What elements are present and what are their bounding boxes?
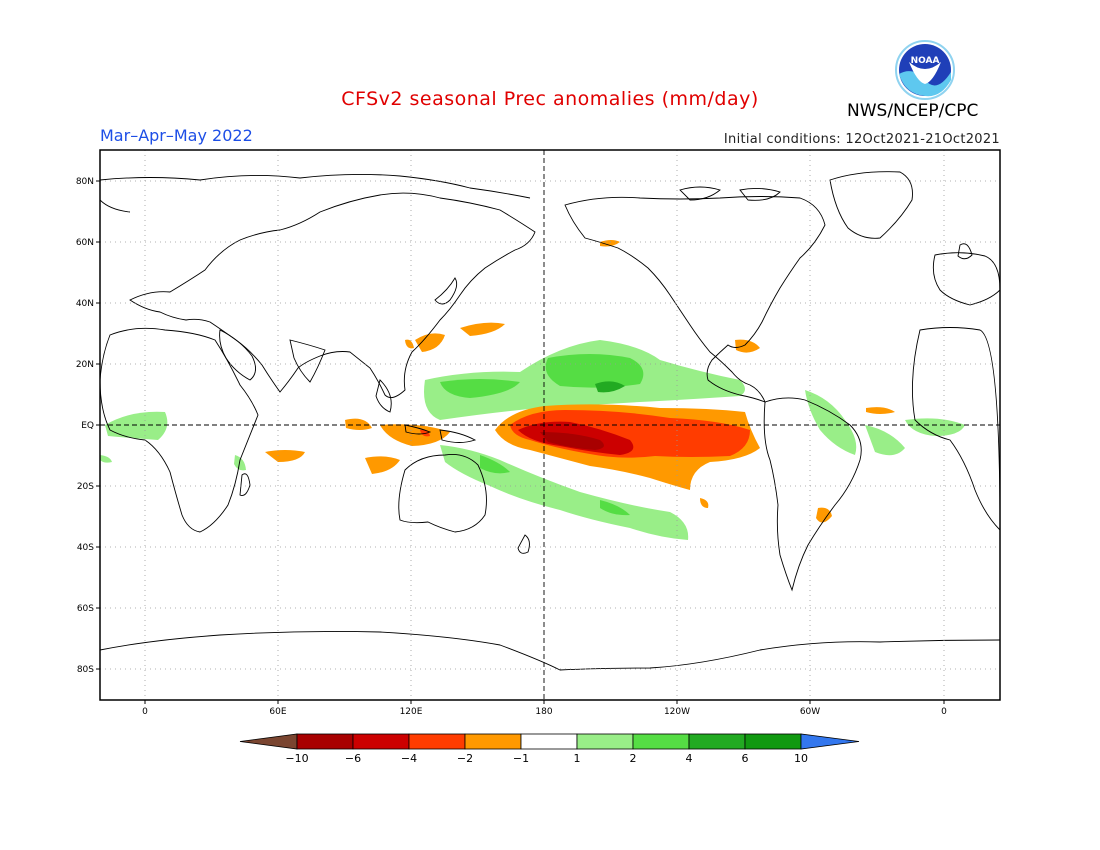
antarctica-outline: [100, 630, 1000, 671]
colorbar-arrow-low: [239, 733, 298, 750]
lat-label: 40N: [76, 299, 94, 309]
eurasia-outline: [129, 192, 536, 399]
colorbar-segment: [688, 733, 746, 750]
lat-labels: 80N 60N 40N 20N EQ 20S 40S 60S 80S: [76, 177, 94, 675]
lat-label: 40S: [77, 543, 94, 553]
colorbar-segment: [408, 733, 466, 750]
season-label: Mar–Apr–May 2022: [100, 126, 253, 145]
lat-label: EQ: [81, 421, 94, 431]
australia-outline: [398, 454, 487, 533]
agency-label: NWS/NCEP/CPC: [847, 101, 979, 121]
colorbar-segment: [744, 733, 802, 750]
lon-label: 0: [941, 707, 947, 717]
lon-label: 120E: [400, 707, 423, 717]
lon-label: 60E: [269, 707, 286, 717]
lat-label: 80S: [77, 665, 94, 675]
logo-text: NOAA: [911, 56, 940, 66]
colorbar: −10 −6 −4 −2 −1 1 2 4 6 10: [239, 733, 860, 765]
colorbar-label: −6: [345, 752, 361, 765]
coastlines: [100, 171, 1000, 671]
colorbar-segment: [576, 733, 634, 750]
north-america-outline: [564, 196, 826, 403]
noaa-logo: NOAA: [895, 40, 955, 100]
colorbar-label: 1: [574, 752, 581, 765]
anomaly-shading: [100, 240, 965, 540]
colorbar-segment: [296, 733, 354, 750]
colorbar-label: −2: [457, 752, 473, 765]
reference-lines: [100, 150, 1000, 700]
lon-label: 60W: [800, 707, 820, 717]
lon-label: 120W: [664, 707, 690, 717]
lat-label: 80N: [76, 177, 94, 187]
lat-label: 60N: [76, 238, 94, 248]
colorbar-arrow-high: [800, 733, 860, 750]
colorbar-segment: [520, 733, 578, 750]
colorbar-label: −4: [401, 752, 417, 765]
axis-ticks: [96, 180, 945, 704]
lon-label: 0: [142, 707, 148, 717]
south-america-outline: [763, 397, 862, 592]
colorbar-label: 6: [742, 752, 749, 765]
lon-labels: 0 60E 120E 180 120W 60W 0: [142, 707, 947, 717]
colorbar-label: −1: [513, 752, 529, 765]
lat-label: 20S: [77, 482, 94, 492]
colorbar-segment: [352, 733, 410, 750]
initial-conditions: Initial conditions: 12Oct2021-21Oct2021: [723, 132, 1000, 147]
lon-label: 180: [535, 707, 552, 717]
colorbar-label: −10: [285, 752, 308, 765]
colorbar-label: 10: [794, 752, 808, 765]
colorbar-label: 2: [630, 752, 637, 765]
lat-label: 60S: [77, 604, 94, 614]
africa-outline: [100, 327, 259, 533]
colorbar-label: 4: [686, 752, 693, 765]
colorbar-segment: [464, 733, 522, 750]
colorbar-segment: [632, 733, 690, 750]
chart-title: CFSv2 seasonal Prec anomalies (mm/day): [341, 88, 759, 110]
lat-label: 20N: [76, 360, 94, 370]
